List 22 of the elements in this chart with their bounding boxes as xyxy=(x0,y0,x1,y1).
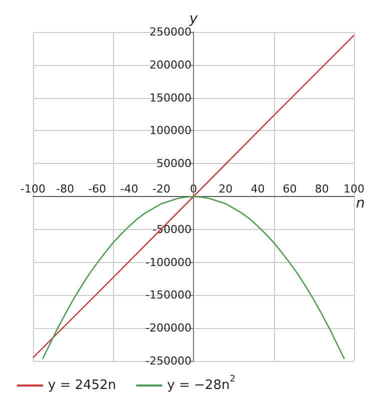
y-tick-label: -250000 xyxy=(146,354,192,368)
x-tick-label: 80 xyxy=(314,182,329,196)
x-tick-label: 60 xyxy=(282,182,297,196)
x-axis-title: n xyxy=(356,196,365,212)
x-tick-label: 100 xyxy=(344,182,364,196)
y-tick-label: 250000 xyxy=(150,26,192,38)
y-tick-label: 150000 xyxy=(150,91,192,104)
y-axis-title: y xyxy=(188,11,198,27)
x-tick-label: 40 xyxy=(250,182,265,196)
x-tick-label: -60 xyxy=(88,182,106,196)
y-tick-label: -150000 xyxy=(146,288,192,302)
x-tick-label: -40 xyxy=(120,182,138,196)
y-tick-label: 100000 xyxy=(150,124,192,138)
x-tick-label: -20 xyxy=(152,182,170,196)
y-tick-label: 50000 xyxy=(156,157,192,170)
y-tick-label: 200000 xyxy=(150,58,192,72)
x-tick-label: 20 xyxy=(218,182,233,196)
legend-label: y = 2452n xyxy=(48,378,116,393)
y-tick-label: -100000 xyxy=(146,256,192,269)
x-tick-label: -80 xyxy=(56,182,74,196)
y-tick-label: -200000 xyxy=(146,322,192,335)
x-tick-label: -100 xyxy=(20,182,46,196)
